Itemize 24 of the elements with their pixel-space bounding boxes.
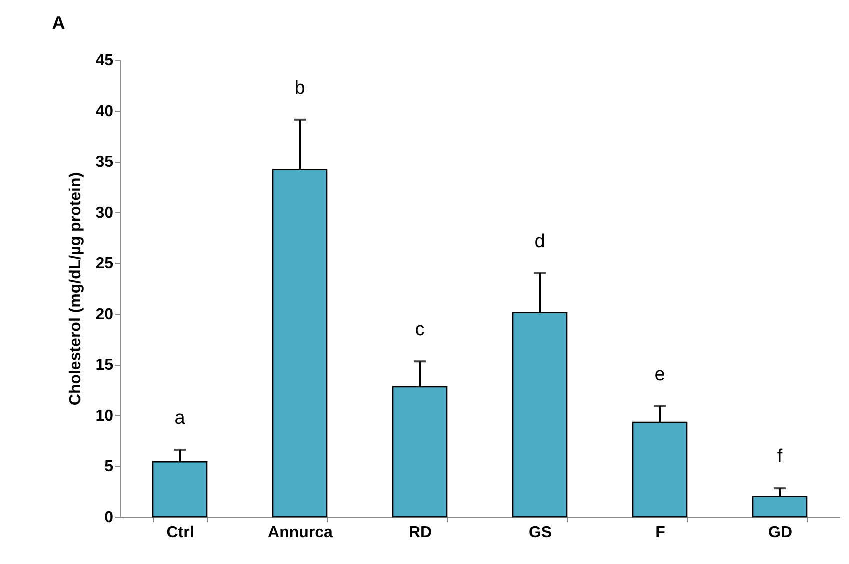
- annotation: d: [534, 231, 546, 252]
- x-tick-label: Ctrl: [166, 524, 194, 542]
- y-tick-label: 25: [96, 256, 114, 273]
- y-axis-title: Cholesterol (mg/dL/µg protein): [68, 172, 85, 406]
- y-tick-label: 35: [96, 154, 114, 172]
- y-tick-label: 10: [96, 408, 114, 425]
- annotation: f: [777, 446, 784, 468]
- x-tick-label: F: [656, 524, 666, 542]
- x-tick-label: GS: [528, 524, 552, 542]
- y-tick-label: 0: [104, 510, 114, 526]
- annotation: a: [174, 408, 186, 429]
- x-tick-label: Annurca: [268, 524, 334, 542]
- y-tick-label: 15: [96, 357, 114, 374]
- y-tick-label: 5: [104, 458, 114, 476]
- annotation: b: [294, 78, 306, 99]
- y-tick-label: 30: [96, 204, 114, 222]
- x-tick-label: RD: [408, 524, 432, 542]
- y-tick-label: 40: [96, 103, 114, 120]
- annotation: c: [415, 320, 425, 341]
- x-tick-label: GD: [768, 524, 792, 542]
- annotation: e: [654, 364, 666, 386]
- y-tick-label: 20: [96, 306, 114, 324]
- y-tick-label: 45: [96, 52, 114, 70]
- chart-title: A: [52, 13, 66, 33]
